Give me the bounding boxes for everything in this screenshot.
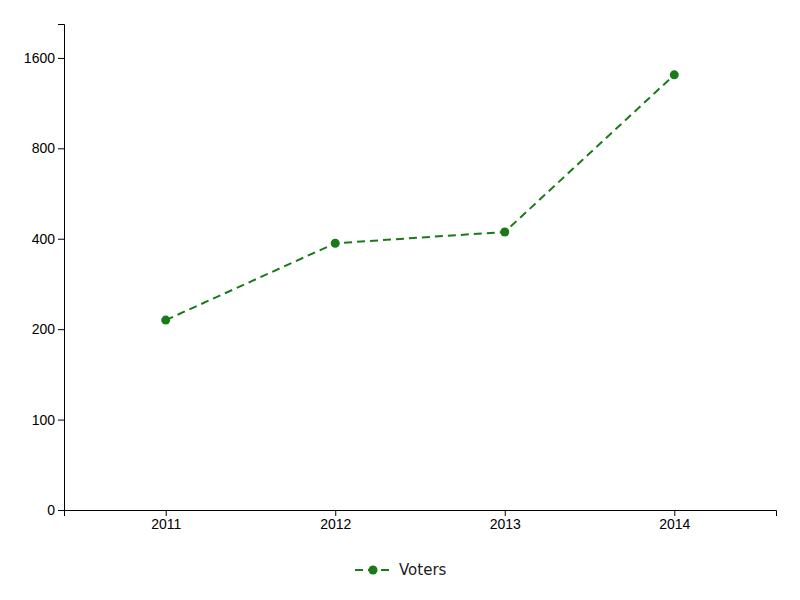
y-tick-mark	[58, 239, 64, 240]
legend-label: Voters	[399, 561, 447, 579]
y-tick: 1600	[24, 50, 64, 66]
chart-container: 2011 2012 2013 2014 0 100 200 400 800 1600 Voters	[0, 0, 800, 600]
x-tick: 2014	[659, 510, 690, 532]
x-axis: 2011 2012 2013 2014	[65, 510, 777, 532]
y-tick: 100	[32, 412, 64, 428]
marks	[161, 70, 679, 324]
y-tick-label: 800	[32, 140, 56, 156]
y-tick-mark	[58, 58, 64, 59]
y-tick-label: 200	[32, 321, 56, 337]
y-tick-label: 400	[32, 231, 56, 247]
x-tick-label: 2014	[659, 516, 690, 532]
y-tick-mark	[58, 329, 64, 330]
series-point	[161, 316, 170, 325]
y-tick-mark	[58, 148, 64, 149]
y-tick: 0	[47, 502, 64, 518]
y-tick-label: 100	[32, 412, 56, 428]
y-axis-line	[58, 25, 65, 511]
y-tick: 800	[32, 140, 64, 156]
y-tick-label: 0	[47, 502, 55, 518]
y-axis: 0 100 200 400 800 1600	[24, 25, 65, 518]
plot: 2011 2012 2013 2014 0 100 200 400 800 1600	[24, 25, 777, 532]
x-tick-label: 2013	[490, 516, 521, 532]
series-line	[166, 75, 675, 320]
series-point	[670, 70, 679, 79]
legend-marker	[369, 566, 378, 575]
series-point	[331, 239, 340, 248]
x-tick-label: 2011	[151, 516, 181, 532]
x-tick-label: 2012	[320, 516, 351, 532]
x-tick: 2011	[151, 510, 181, 532]
x-tick: 2013	[490, 510, 521, 532]
y-tick-mark	[58, 510, 64, 511]
series-point	[500, 227, 509, 236]
x-tick: 2012	[320, 510, 351, 532]
legend-item: Voters	[355, 561, 447, 579]
legend: Voters	[355, 561, 447, 579]
y-tick: 400	[32, 231, 64, 247]
y-tick-mark	[58, 420, 64, 421]
y-tick: 200	[32, 321, 64, 337]
y-tick-label: 1600	[24, 50, 55, 66]
chart: 2011 2012 2013 2014 0 100 200 400 800 1600 Voters	[0, 0, 800, 600]
